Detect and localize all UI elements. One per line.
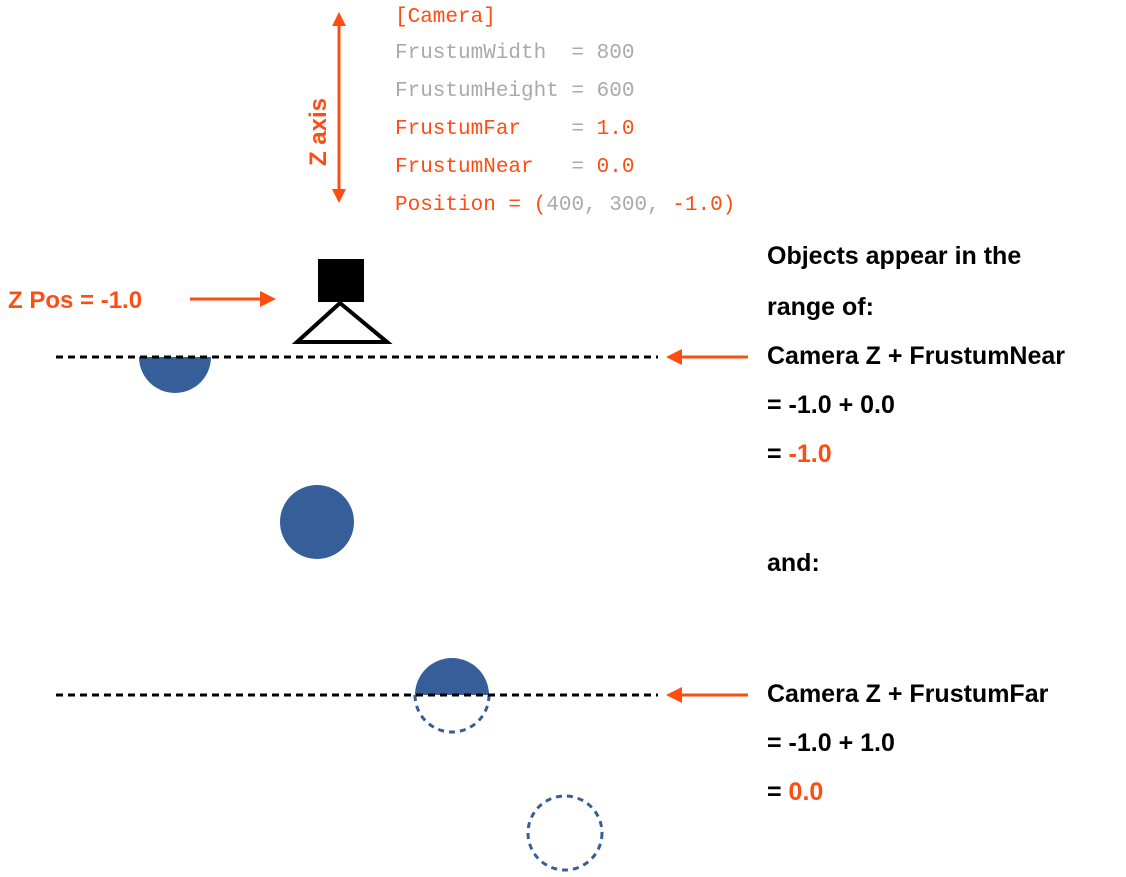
explanation-intro-line2: range of: xyxy=(767,293,874,321)
config-key: FrustumFar xyxy=(395,118,559,141)
far-result-value: 0.0 xyxy=(788,778,824,806)
config-eq: = xyxy=(558,42,597,65)
far-formula-result: = 0.0 xyxy=(767,777,823,807)
config-eq: = xyxy=(558,156,597,179)
config-value: 0.0 xyxy=(596,156,635,179)
z-axis-arrow xyxy=(332,12,346,203)
config-position-sep: , xyxy=(584,194,610,217)
object-near-half-circle xyxy=(139,357,211,393)
config-key: FrustumNear xyxy=(395,156,559,179)
far-plane-arrow xyxy=(666,687,748,703)
config-eq: = xyxy=(558,80,597,103)
result-prefix: = xyxy=(767,440,789,468)
and-label: and: xyxy=(767,549,820,577)
far-formula-line1: Camera Z + FrustumFar xyxy=(767,680,1049,708)
config-value: 800 xyxy=(596,42,635,65)
z-pos-arrow xyxy=(190,291,276,307)
config-position-suffix: ) xyxy=(722,194,736,217)
camera-icon xyxy=(291,259,393,344)
config-value: 1.0 xyxy=(596,118,635,141)
config-frustum-near: FrustumNear = 0.0 xyxy=(395,156,634,180)
config-frustum-width: FrustumWidth = 800 xyxy=(395,42,634,66)
explanation-intro-line1: Objects appear in the xyxy=(767,242,1022,270)
object-culled-dashed-circle xyxy=(526,794,604,872)
config-position-x: 400 xyxy=(546,194,585,217)
config-position-z: -1.0 xyxy=(672,194,723,217)
far-formula-line2: = -1.0 + 1.0 xyxy=(767,729,895,757)
config-header: [Camera] xyxy=(395,6,496,29)
config-frustum-height: FrustumHeight = 600 xyxy=(395,80,634,104)
result-prefix: = xyxy=(767,778,789,806)
config-key: FrustumHeight xyxy=(395,80,559,103)
z-pos-label: Z Pos = -1.0 xyxy=(8,287,142,314)
object-far-top-half xyxy=(415,658,489,695)
z-axis-label: Z axis xyxy=(305,98,332,166)
object-inside-circle xyxy=(280,485,354,559)
config-frustum-far: FrustumFar = 1.0 xyxy=(395,118,634,142)
config-position-y: 300 xyxy=(609,194,648,217)
config-eq: = xyxy=(558,118,597,141)
near-formula-result: = -1.0 xyxy=(767,439,832,469)
config-position-sep: , xyxy=(647,194,673,217)
config-position-prefix: Position = ( xyxy=(395,194,547,217)
config-value: 600 xyxy=(596,80,635,103)
near-formula-line2: = -1.0 + 0.0 xyxy=(767,391,895,419)
object-far-bottom-half-dashed xyxy=(413,694,491,734)
config-key: FrustumWidth xyxy=(395,42,559,65)
near-result-value: -1.0 xyxy=(788,440,832,468)
config-position: Position = (400, 300, -1.0) xyxy=(395,194,735,218)
near-formula-line1: Camera Z + FrustumNear xyxy=(767,342,1066,370)
near-plane-arrow xyxy=(666,349,748,365)
